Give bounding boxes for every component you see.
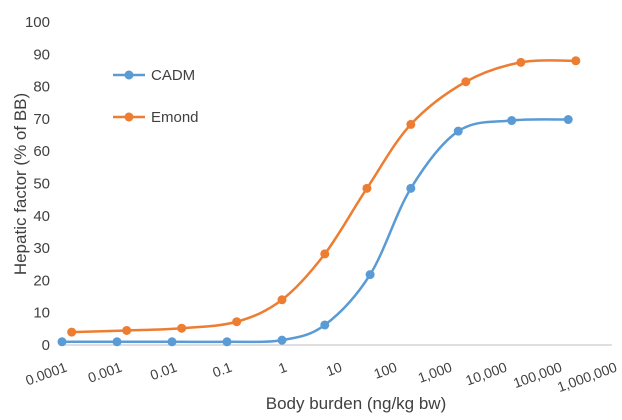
data-point-cadm [167, 337, 177, 347]
x-tick-label: 1,000,000 [555, 359, 619, 395]
legend-label: Emond [151, 109, 199, 126]
series-line-cadm [62, 118, 569, 344]
data-point-emond [516, 57, 526, 67]
y-axis-title: Hepatic factor (% of BB) [11, 93, 30, 275]
data-point-emond [406, 119, 416, 129]
data-point-emond [362, 183, 372, 193]
data-point-emond [320, 249, 330, 259]
y-tick-label: 90 [33, 46, 50, 63]
x-tick-label: 1,000 [416, 359, 455, 386]
legend-swatch-marker [124, 70, 134, 80]
y-tick-labels: 0 10 20 30 40 50 60 70 80 90 100 [25, 14, 50, 354]
x-tick-label: 0.01 [148, 359, 179, 383]
y-tick-label: 60 [33, 143, 50, 160]
data-point-cadm [406, 183, 416, 193]
data-point-emond [177, 323, 187, 333]
series-emond [67, 56, 581, 337]
data-point-cadm [57, 337, 67, 347]
x-tick-label: 0.001 [86, 359, 125, 386]
data-point-emond [571, 56, 581, 66]
data-point-cadm [563, 115, 573, 125]
x-tick-label: 1 [276, 359, 289, 377]
legend-swatch-marker [124, 112, 134, 122]
x-axis-title: Body burden (ng/kg bw) [266, 394, 447, 413]
y-tick-label: 100 [25, 14, 50, 31]
series-layer [57, 56, 581, 347]
data-point-emond [122, 325, 132, 335]
data-point-cadm [222, 337, 232, 347]
y-tick-label: 40 [33, 208, 50, 225]
y-tick-label: 50 [33, 176, 50, 193]
data-point-cadm [507, 116, 517, 126]
x-tick-label: 0.1 [210, 359, 234, 381]
y-tick-label: 0 [42, 337, 50, 354]
legend: CADM Emond [113, 67, 199, 126]
data-point-emond [67, 327, 77, 337]
y-tick-label: 10 [33, 305, 50, 322]
data-point-cadm [277, 335, 287, 345]
data-point-cadm [112, 337, 122, 347]
x-tick-label: 10 [324, 359, 344, 379]
data-point-cadm [453, 126, 463, 136]
data-point-cadm [365, 270, 375, 280]
y-tick-label: 20 [33, 272, 50, 289]
data-point-emond [232, 317, 242, 327]
data-point-emond [461, 77, 471, 87]
x-tick-label: 0.0001 [23, 359, 69, 389]
x-tick-label: 100 [372, 359, 400, 382]
legend-item-emond: Emond [113, 109, 199, 126]
series-line-emond [71, 59, 576, 334]
x-tick-label: 10,000 [463, 359, 509, 389]
legend-item-cadm: CADM [113, 67, 195, 84]
x-tick-labels: 0.0001 0.001 0.01 0.1 1 10 100 1,000 10,000 100,0… [23, 359, 619, 395]
data-point-emond [277, 295, 287, 305]
y-tick-label: 80 [33, 79, 50, 96]
legend-label: CADM [151, 67, 195, 84]
series-cadm [57, 115, 573, 347]
data-point-cadm [320, 320, 330, 330]
y-tick-label: 30 [33, 240, 50, 257]
y-tick-label: 70 [33, 111, 50, 128]
